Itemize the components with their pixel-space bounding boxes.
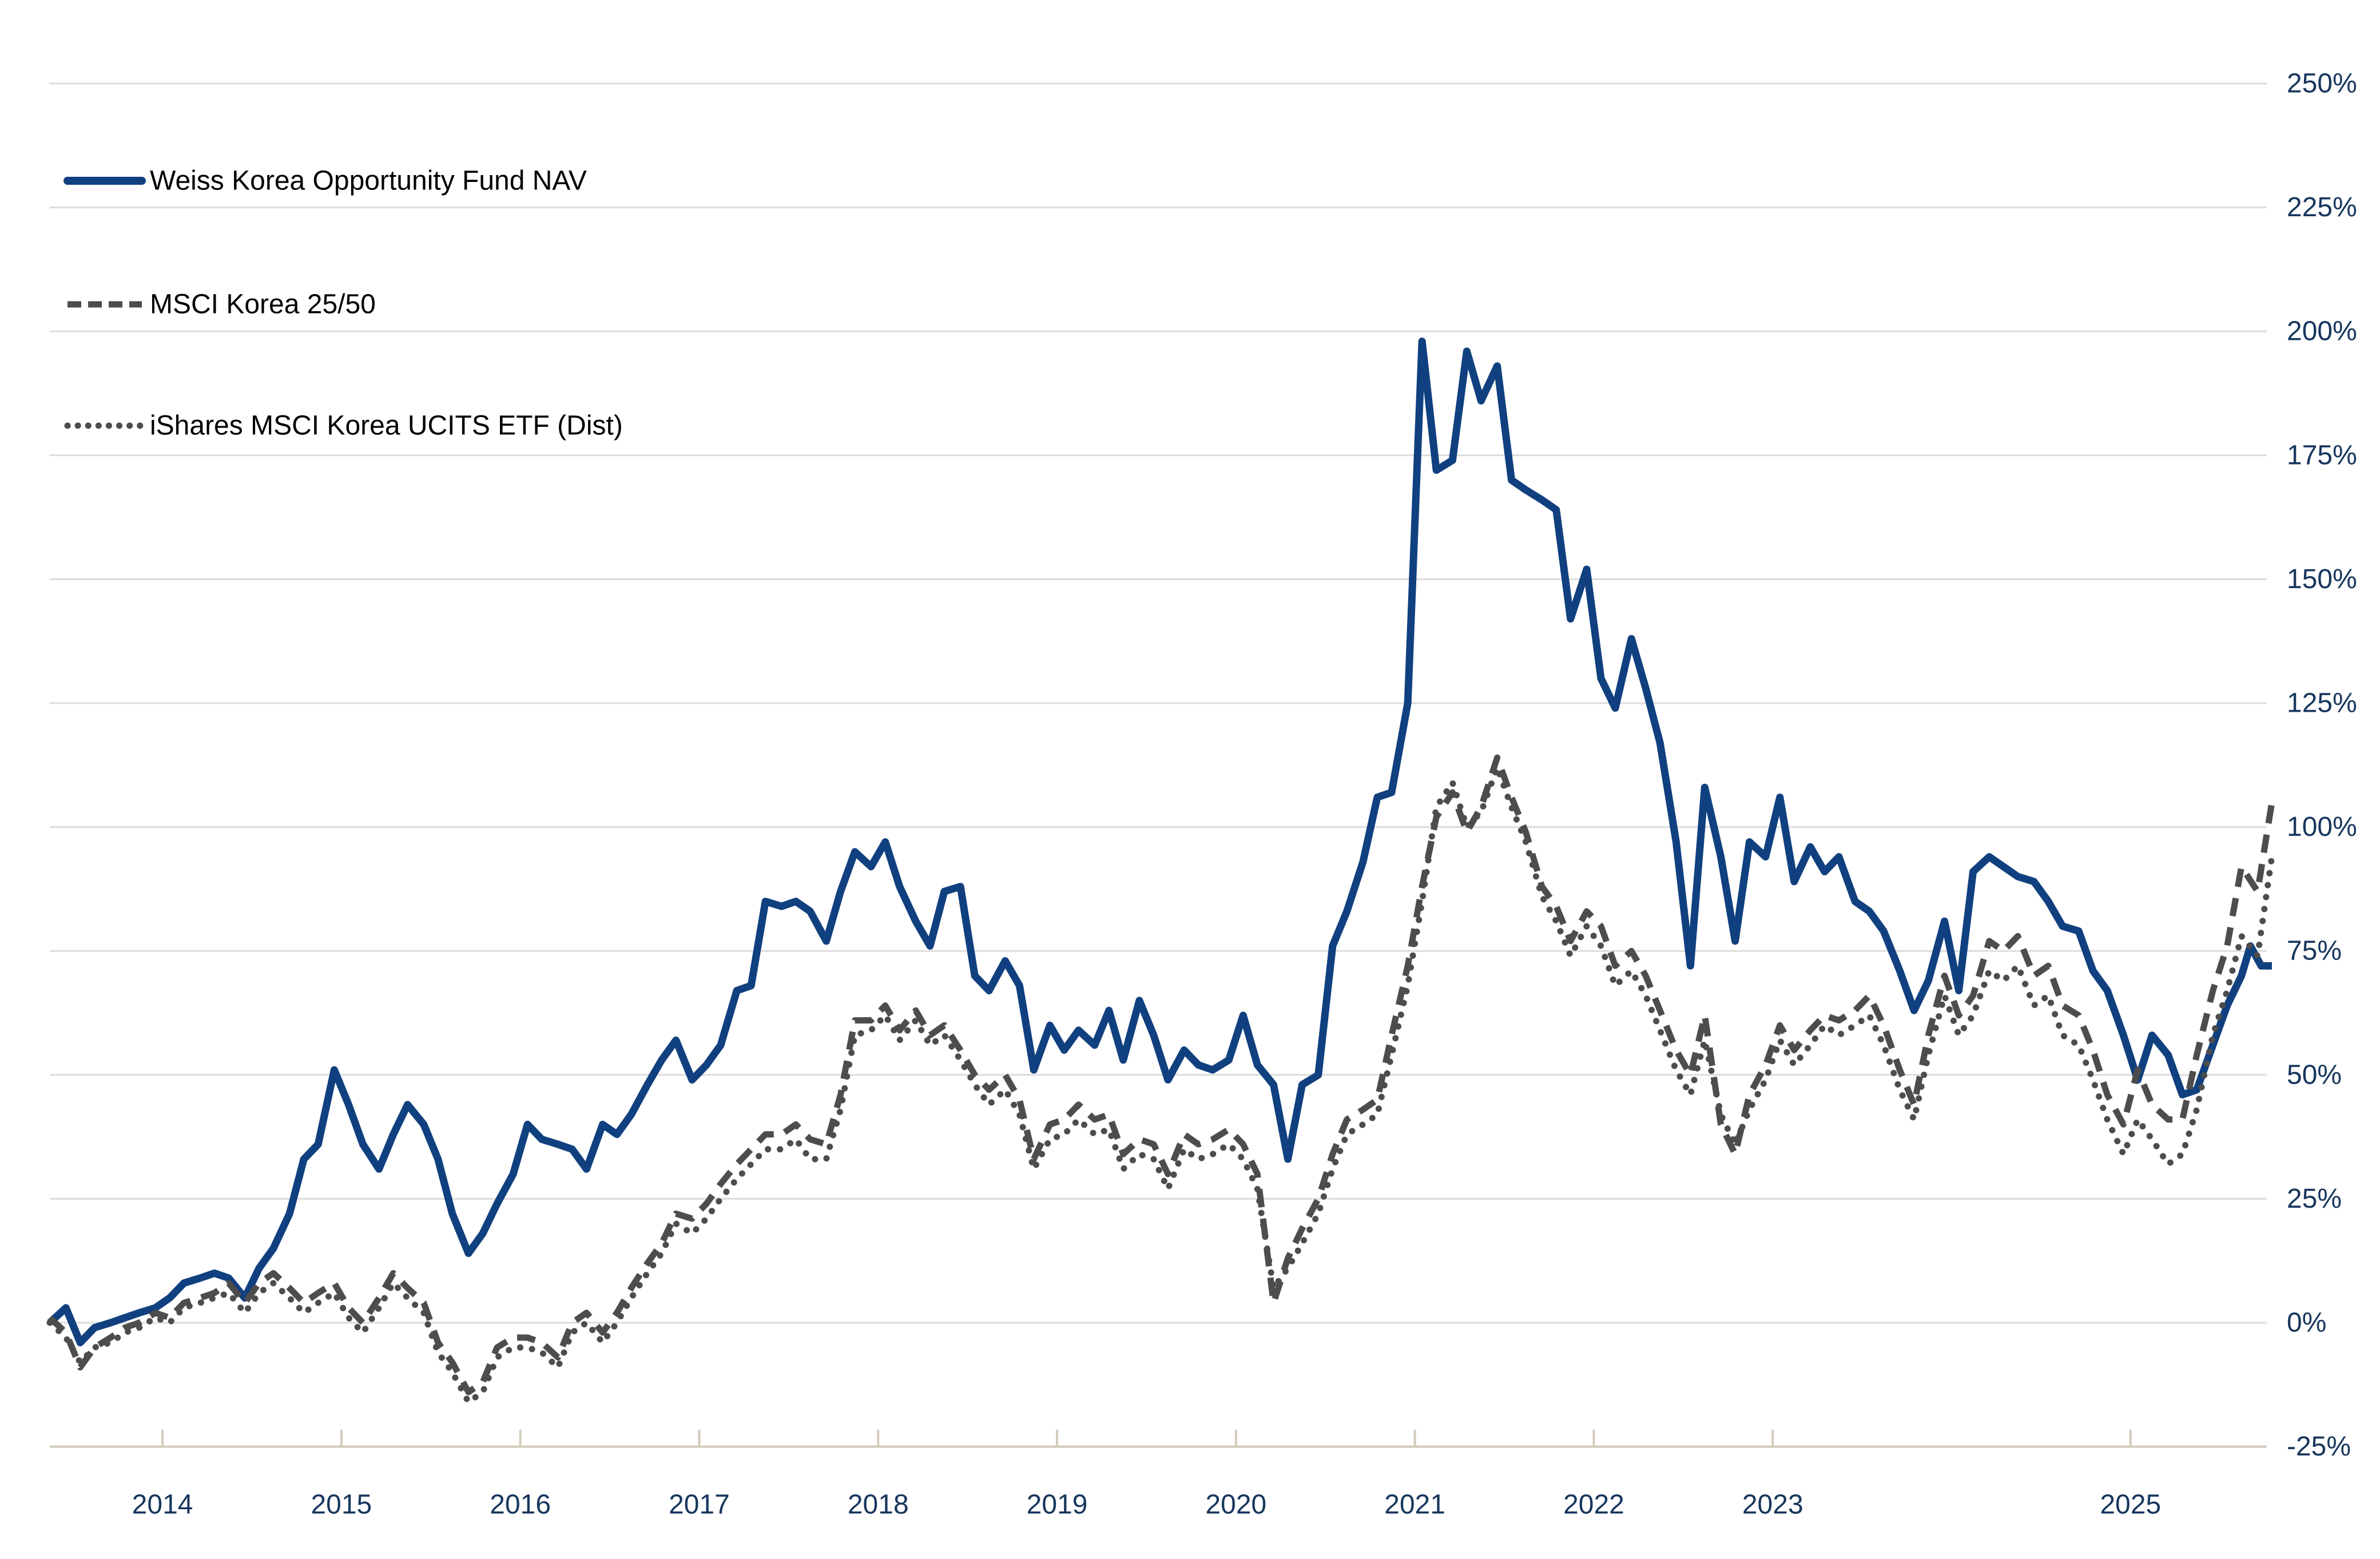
series-line-1 [47, 754, 2275, 1395]
legend-item-0: Weiss Korea Opportunity Fund NAV [63, 166, 587, 196]
x-tick-label: 2021 [1384, 1490, 1445, 1520]
legend-label: Weiss Korea Opportunity Fund NAV [150, 166, 587, 196]
y-tick-label: 200% [2287, 316, 2357, 347]
x-tick-label: 2025 [2100, 1490, 2161, 1520]
y-tick-label: -25% [2287, 1431, 2351, 1462]
x-tick-label: 2014 [132, 1490, 193, 1520]
legend: Weiss Korea Opportunity Fund NAV MSCI Kor… [63, 166, 623, 441]
legend-label: MSCI Korea 25/50 [150, 289, 376, 320]
y-tick-label: 125% [2287, 688, 2357, 719]
x-tick-label: 2018 [848, 1490, 909, 1520]
x-axis-ticks [161, 1430, 2132, 1447]
x-tick-label: 2015 [311, 1490, 372, 1520]
x-tick-label: 2020 [1205, 1490, 1266, 1520]
legend-item-2: iShares MSCI Korea UCITS ETF (Dist) [64, 411, 623, 441]
y-axis-labels: 250% 225% 200% 175% 150% 125% 100% 75% 50% 25% 0% -… [2287, 69, 2357, 1462]
x-tick-label: 2023 [1742, 1490, 1803, 1520]
legend-label: iShares MSCI Korea UCITS ETF (Dist) [150, 411, 623, 441]
y-tick-label: 75% [2287, 936, 2342, 966]
y-tick-label: 25% [2287, 1184, 2342, 1214]
x-tick-label: 2019 [1027, 1490, 1088, 1520]
legend-item-1: MSCI Korea 25/50 [67, 289, 376, 320]
x-axis-labels: 2014 2015 2016 2017 2018 2019 2020 2021 2022 2023… [132, 1490, 2162, 1520]
x-tick-label: 2016 [490, 1490, 551, 1520]
y-tick-label: 50% [2287, 1060, 2342, 1090]
y-tick-label: 175% [2287, 440, 2357, 470]
x-tick-label: 2022 [1563, 1490, 1624, 1520]
series-line-2 [46, 764, 2275, 1406]
y-tick-label: 100% [2287, 812, 2357, 842]
series-line-0 [47, 338, 2272, 1347]
y-tick-label: 150% [2287, 564, 2357, 594]
gridlines [50, 82, 2267, 1448]
y-tick-label: 0% [2287, 1308, 2326, 1338]
x-tick-label: 2017 [669, 1490, 730, 1520]
y-tick-label: 250% [2287, 69, 2357, 99]
y-tick-label: 225% [2287, 192, 2357, 223]
